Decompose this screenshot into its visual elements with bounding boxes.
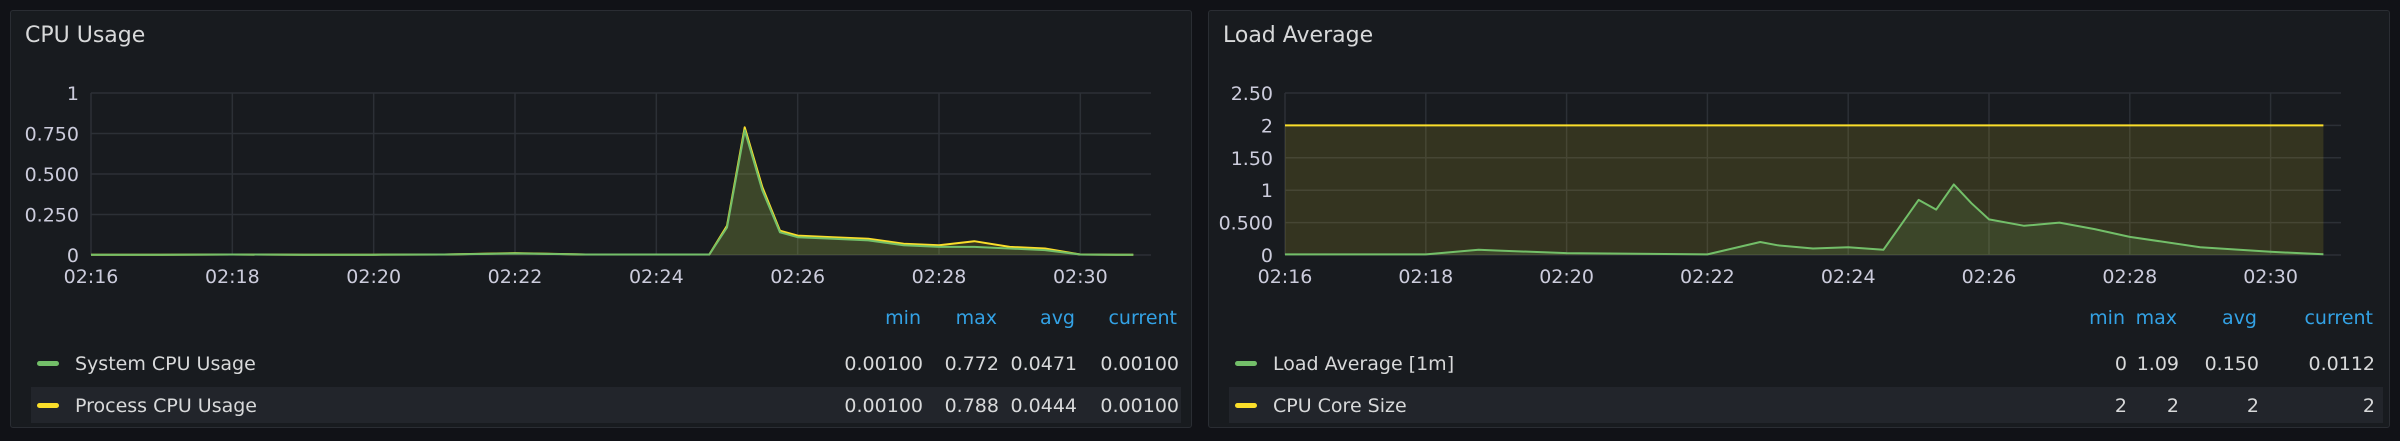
- series-line-load-average-1m-[interactable]: [1285, 183, 2324, 256]
- legend-value-min: 0: [2114, 353, 2127, 375]
- x-tick-label: 02:26: [770, 266, 825, 288]
- legend-row[interactable]: Load Average [1m] 0 1.09 0.150 0.0112: [1229, 345, 2383, 381]
- legend-row[interactable]: CPU Core Size 2 2 2 2: [1229, 387, 2383, 423]
- y-tick-label: 2.50: [1231, 83, 1273, 105]
- legend-value-min: 0.00100: [844, 353, 923, 375]
- load-average-chart[interactable]: 0 0.500 1 1.50 2 2.50 02:16 02:18 02:20 02:22 02:2…: [1209, 11, 2391, 301]
- series-name[interactable]: Process CPU Usage: [75, 395, 257, 417]
- legend-header-avg[interactable]: avg: [2222, 307, 2257, 329]
- y-tick-label: 0: [1261, 245, 1273, 267]
- cpu-usage-panel: CPU Usage 0 0.250 0.500 0.750 1 02:16 02:18 02:…: [10, 10, 1192, 428]
- x-tick-label: 02:18: [1398, 266, 1453, 288]
- x-tick-label: 02:16: [1258, 266, 1313, 288]
- legend-header-current[interactable]: current: [2304, 307, 2373, 329]
- x-tick-label: 02:24: [629, 266, 684, 288]
- series-area-load-average-1m-: [1285, 184, 2324, 255]
- legend-value-max: 1.09: [2136, 353, 2179, 375]
- legend-value-avg: 0.150: [2204, 353, 2259, 375]
- y-tick-label: 0.500: [25, 164, 79, 186]
- legend-value-avg: 0.0444: [1010, 395, 1077, 417]
- legend-value-current: 0.00100: [1100, 395, 1179, 417]
- x-tick-label: 02:30: [1053, 266, 1108, 288]
- legend-value-min: 0.00100: [844, 395, 923, 417]
- series-line-process-cpu-usage[interactable]: [91, 126, 1134, 256]
- legend-value-current: 0.0112: [2308, 353, 2375, 375]
- x-tick-label: 02:24: [1821, 266, 1876, 288]
- panel-title[interactable]: Load Average: [1223, 23, 1374, 48]
- x-tick-label: 02:20: [1539, 266, 1594, 288]
- series-name[interactable]: System CPU Usage: [75, 353, 256, 375]
- legend-header-avg[interactable]: avg: [1040, 307, 1075, 329]
- panel-title[interactable]: CPU Usage: [25, 23, 146, 48]
- y-tick-label: 0.250: [25, 205, 79, 227]
- legend-header-max[interactable]: max: [955, 307, 997, 329]
- series-name[interactable]: CPU Core Size: [1273, 395, 1407, 417]
- legend-header-min[interactable]: min: [2089, 307, 2125, 329]
- series-line-system-cpu-usage[interactable]: [91, 129, 1134, 256]
- y-tick-label: 0.500: [1219, 213, 1273, 235]
- x-tick-label: 02:22: [488, 266, 543, 288]
- legend-value-max: 0.788: [944, 395, 999, 417]
- legend-row[interactable]: Process CPU Usage 0.00100 0.788 0.0444 0.001…: [31, 387, 1181, 423]
- x-tick-label: 02:30: [2243, 266, 2298, 288]
- legend-header-current[interactable]: current: [1108, 307, 1177, 329]
- y-tick-label: 1: [67, 83, 79, 105]
- legend-header-max[interactable]: max: [2135, 307, 2177, 329]
- y-tick-label: 1.50: [1231, 148, 1273, 170]
- y-tick-label: 1: [1261, 180, 1273, 202]
- series-area-process-cpu-usage: [91, 127, 1134, 255]
- y-tick-label: 0: [67, 245, 79, 267]
- x-tick-label: 02:28: [2102, 266, 2157, 288]
- legend-value-current: 2: [2362, 395, 2375, 417]
- series-name[interactable]: Load Average [1m]: [1273, 353, 1455, 375]
- x-tick-label: 02:26: [1962, 266, 2017, 288]
- x-tick-label: 02:22: [1680, 266, 1735, 288]
- series-color-swatch[interactable]: [1235, 361, 1257, 366]
- x-tick-label: 02:20: [346, 266, 401, 288]
- y-tick-label: 0.750: [25, 124, 79, 146]
- legend-row[interactable]: System CPU Usage 0.00100 0.772 0.0471 0.0010…: [31, 345, 1181, 381]
- series-color-swatch[interactable]: [37, 361, 59, 366]
- legend-value-current: 0.00100: [1100, 353, 1179, 375]
- legend-value-avg: 0.0471: [1010, 353, 1077, 375]
- load-average-panel: Load Average 0 0.500 1 1.50 2 2.50 02:16 02:18 0…: [1208, 10, 2390, 428]
- x-tick-label: 02:18: [205, 266, 260, 288]
- y-tick-label: 2: [1261, 115, 1273, 137]
- legend-value-avg: 2: [2246, 395, 2259, 417]
- legend-value-max: 0.772: [944, 353, 999, 375]
- series-color-swatch[interactable]: [1235, 403, 1257, 408]
- legend-header-min[interactable]: min: [885, 307, 921, 329]
- legend-value-min: 2: [2114, 395, 2127, 417]
- series-area-system-cpu-usage: [91, 130, 1134, 255]
- legend-value-max: 2: [2166, 395, 2179, 417]
- x-tick-label: 02:28: [912, 266, 967, 288]
- cpu-usage-chart[interactable]: 0 0.250 0.500 0.750 1 02:16 02:18 02:20 02:22 02:…: [11, 11, 1193, 301]
- series-area-cpu-core-size: [1285, 125, 2324, 256]
- x-tick-label: 02:16: [64, 266, 119, 288]
- series-color-swatch[interactable]: [37, 403, 59, 408]
